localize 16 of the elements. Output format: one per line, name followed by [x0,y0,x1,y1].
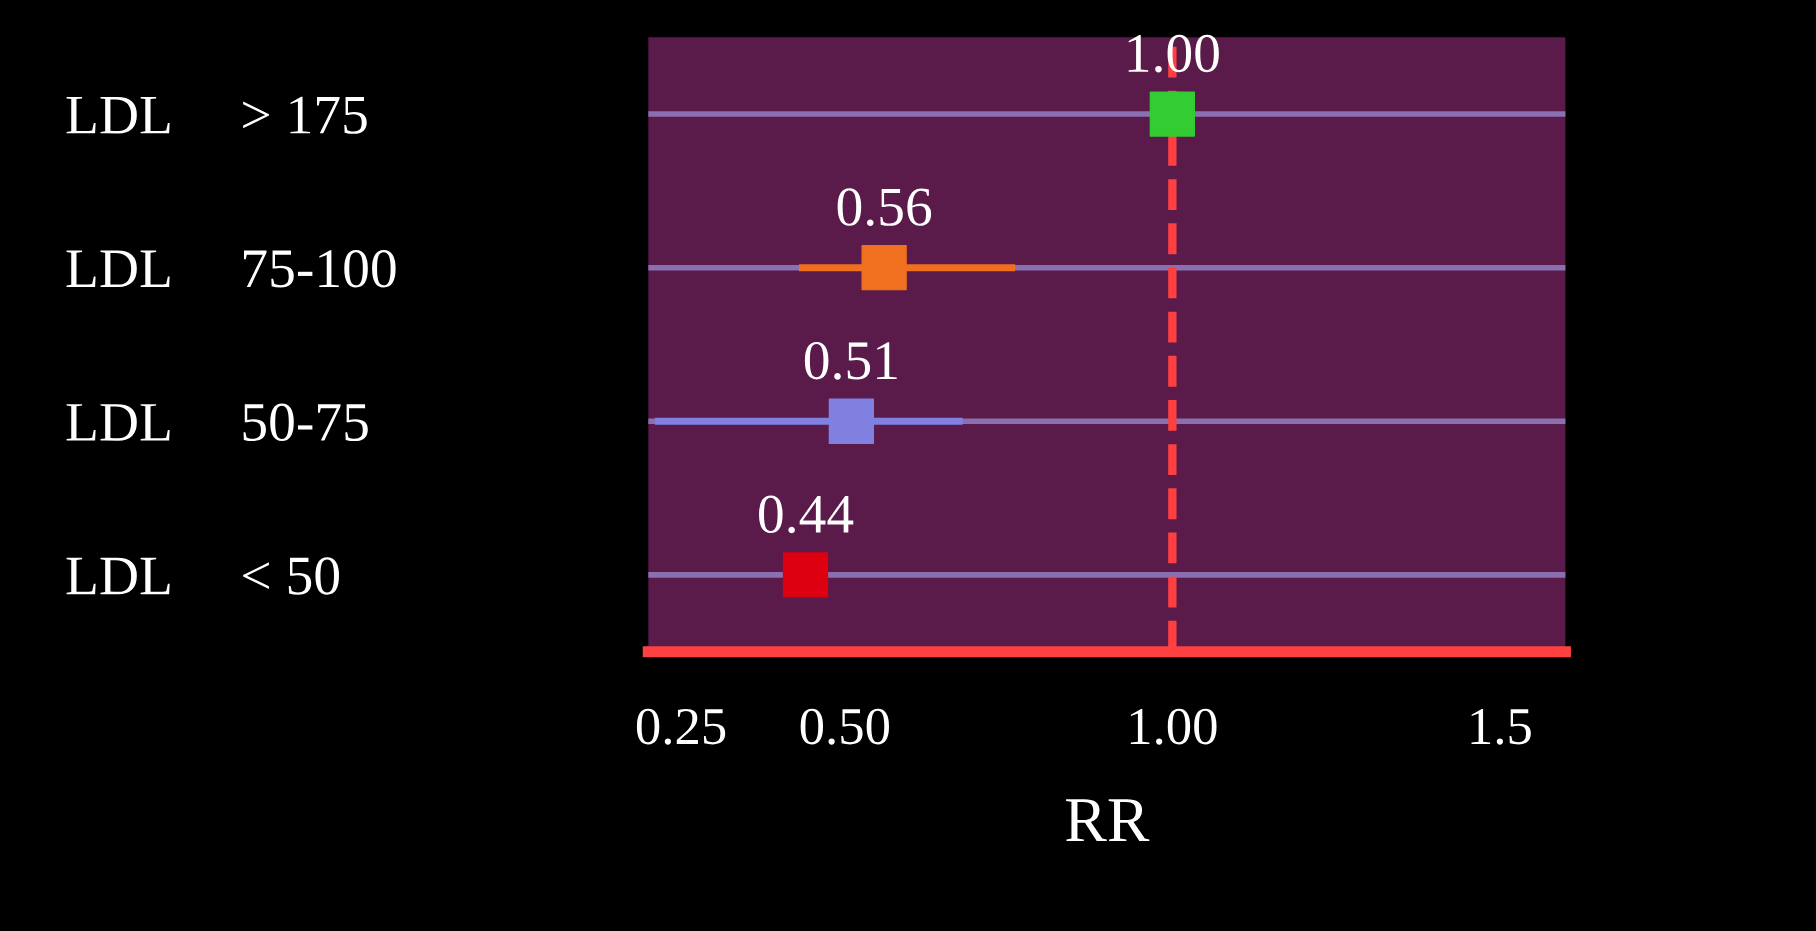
x-tick-label: 0.50 [800,708,889,745]
y-tick-label: LDL 75-100 [66,249,396,288]
point [828,398,875,444]
x-tick-label: 1.5 [1471,709,1531,745]
data-label: 0.51 [804,341,897,380]
point [1149,91,1196,137]
data-label: 0.44 [759,495,854,534]
y-tick-label: LDL 50-75 [66,403,368,442]
y-tick-label: LDL < 50 [66,557,339,595]
point [861,245,907,291]
point [782,552,829,598]
y-tick-label: LDL > 175 [66,96,367,134]
x-axis-title: RR [1066,799,1150,842]
data-label: 0.56 [837,188,932,227]
x-tick-label: 1.00 [1130,708,1217,745]
x-tick-label: 0.25 [636,708,726,745]
